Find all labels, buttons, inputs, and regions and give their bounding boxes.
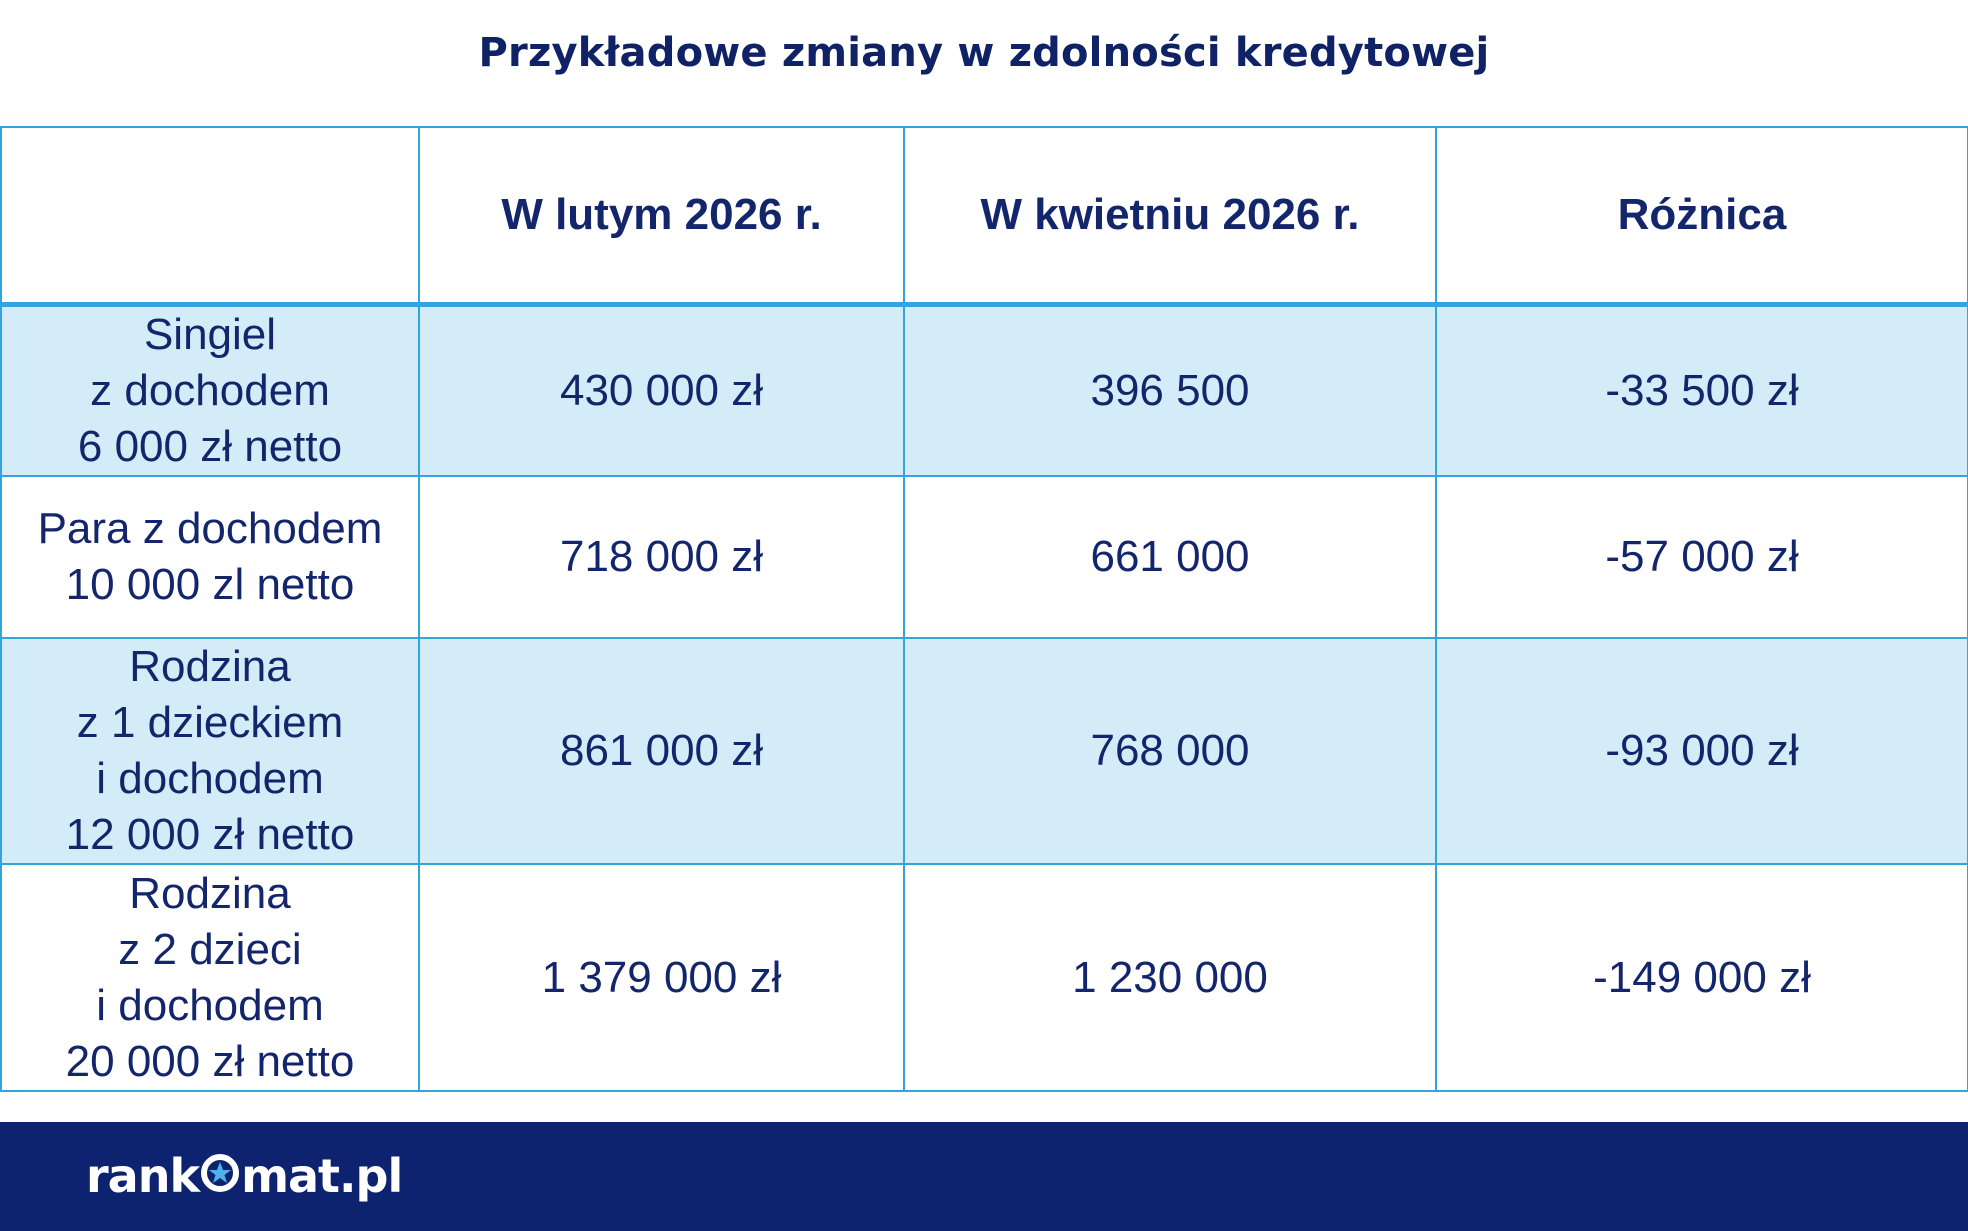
row-label-line: 10 000 zl netto (65, 560, 355, 609)
row-label-line: Rodzina (129, 642, 291, 691)
logo-text-start: rank (86, 1149, 200, 1203)
logo-text-end: mat.pl (241, 1149, 403, 1203)
header-difference: Różnica (1435, 126, 1968, 306)
value-february: 430 000 zł (418, 303, 905, 477)
comparison-table: W lutym 2026 r. W kwietniu 2026 r. Różni… (0, 126, 1968, 1092)
row-label-line: z 2 dzieci (118, 924, 302, 974)
value-february: 718 000 zł (418, 475, 905, 639)
table-row: Rodzina z 1 dzieckiem i dochodem 12 000 … (0, 637, 1968, 865)
row-label-line: 20 000 zł netto (65, 1036, 355, 1086)
row-label-line: z dochodem (90, 366, 330, 415)
value-april: 1 230 000 (903, 863, 1437, 1092)
value-february: 1 379 000 zł (418, 863, 905, 1092)
value-difference: -57 000 zł (1435, 475, 1968, 639)
row-label-line: Para z dochodem (37, 504, 383, 553)
header-row: W lutym 2026 r. W kwietniu 2026 r. Różni… (0, 126, 1968, 306)
row-label: Singiel z dochodem 6 000 zł netto (0, 303, 420, 477)
rankomat-logo[interactable]: rank mat.pl (86, 1144, 403, 1208)
row-label-line: Rodzina (129, 868, 291, 918)
table-row: Para z dochodem 10 000 zl netto 718 000 … (0, 475, 1968, 639)
table-row: Singiel z dochodem 6 000 zł netto 430 00… (0, 303, 1968, 477)
row-label-line: i dochodem (96, 980, 324, 1030)
value-april: 661 000 (903, 475, 1437, 639)
row-label-line: z 1 dzieckiem (76, 698, 344, 747)
star-ring-icon (199, 1149, 241, 1203)
page-title: Przykładowe zmiany w zdolności kredytowe… (478, 30, 1490, 76)
header-april: W kwietniu 2026 r. (903, 126, 1437, 306)
row-label-line: Singiel (143, 310, 277, 359)
table-row: Rodzina z 2 dzieci i dochodem 20 000 zł … (0, 863, 1968, 1092)
row-label-line: 12 000 zł netto (65, 810, 355, 859)
row-label: Rodzina z 1 dzieckiem i dochodem 12 000 … (0, 637, 420, 865)
value-difference: -33 500 zł (1435, 303, 1968, 477)
value-difference: -149 000 zł (1435, 863, 1968, 1092)
row-label: Rodzina z 2 dzieci i dochodem 20 000 zł … (0, 863, 420, 1092)
value-difference: -93 000 zł (1435, 637, 1968, 865)
value-april: 768 000 (903, 637, 1437, 865)
value-february: 861 000 zł (418, 637, 905, 865)
row-label-line: 6 000 zł netto (77, 422, 343, 471)
value-april: 396 500 (903, 303, 1437, 477)
row-label: Para z dochodem 10 000 zl netto (0, 475, 420, 639)
footer-bar: rank mat.pl (0, 1122, 1968, 1231)
header-february: W lutym 2026 r. (418, 126, 905, 306)
row-label-line: i dochodem (96, 754, 324, 803)
header-empty-cell (0, 126, 420, 306)
